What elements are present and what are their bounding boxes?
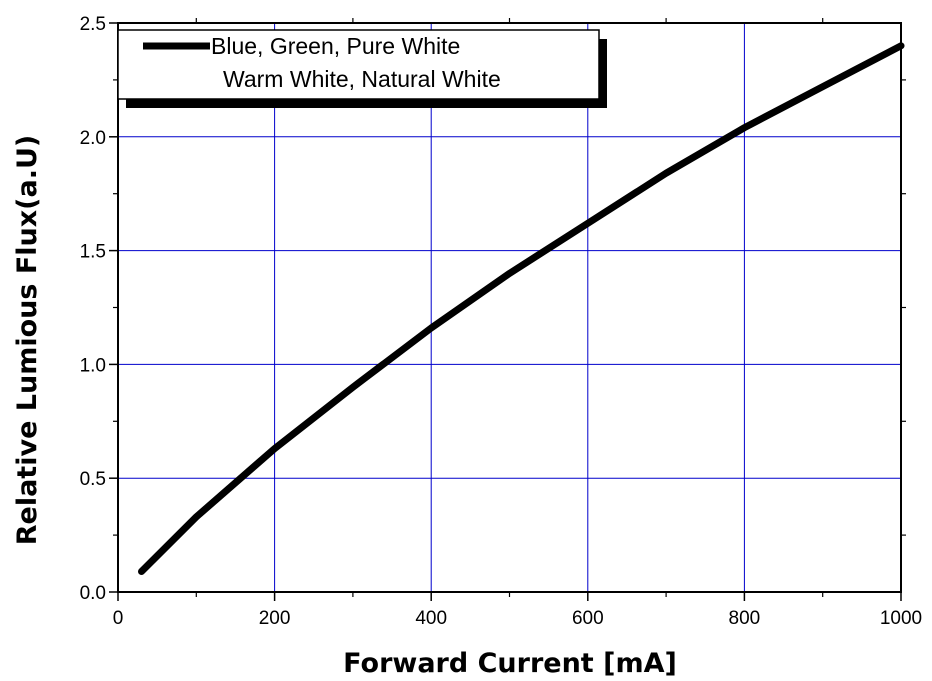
x-tick-label: 800 bbox=[729, 608, 761, 629]
y-tick-label: 2.5 bbox=[80, 14, 106, 35]
y-tick-label: 1.0 bbox=[80, 355, 106, 376]
legend-entry-2: Warm White, Natural White bbox=[223, 66, 501, 92]
tick-labels: 0 200 400 600 800 1000 0.0 0.5 1.0 1.5 2.0 2.5 bbox=[80, 14, 923, 629]
y-tick-label: 1.5 bbox=[80, 242, 106, 263]
x-tick-label: 400 bbox=[415, 608, 447, 629]
legend-entry-1: Blue, Green, Pure White bbox=[211, 33, 460, 59]
legend-box bbox=[117, 29, 600, 100]
x-axis-title: Forward Current [mA] bbox=[343, 648, 677, 679]
axis-ticks bbox=[109, 18, 906, 601]
y-axis-title: Relative Lumious Flux(a.U) bbox=[12, 135, 43, 546]
y-tick-label: 0.5 bbox=[80, 469, 106, 490]
series-line-1 bbox=[138, 42, 905, 575]
x-tick-label: 200 bbox=[259, 608, 291, 629]
grid-lines bbox=[118, 23, 901, 592]
x-tick-label: 0 bbox=[113, 608, 124, 629]
x-tick-label: 1000 bbox=[880, 608, 922, 629]
data-layer bbox=[138, 42, 905, 575]
legend: Blue, Green, Pure White Warm White, Natu… bbox=[117, 29, 607, 108]
y-tick-label: 0.0 bbox=[80, 583, 106, 604]
y-tick-label: 2.0 bbox=[80, 128, 106, 149]
x-tick-label: 600 bbox=[572, 608, 604, 629]
